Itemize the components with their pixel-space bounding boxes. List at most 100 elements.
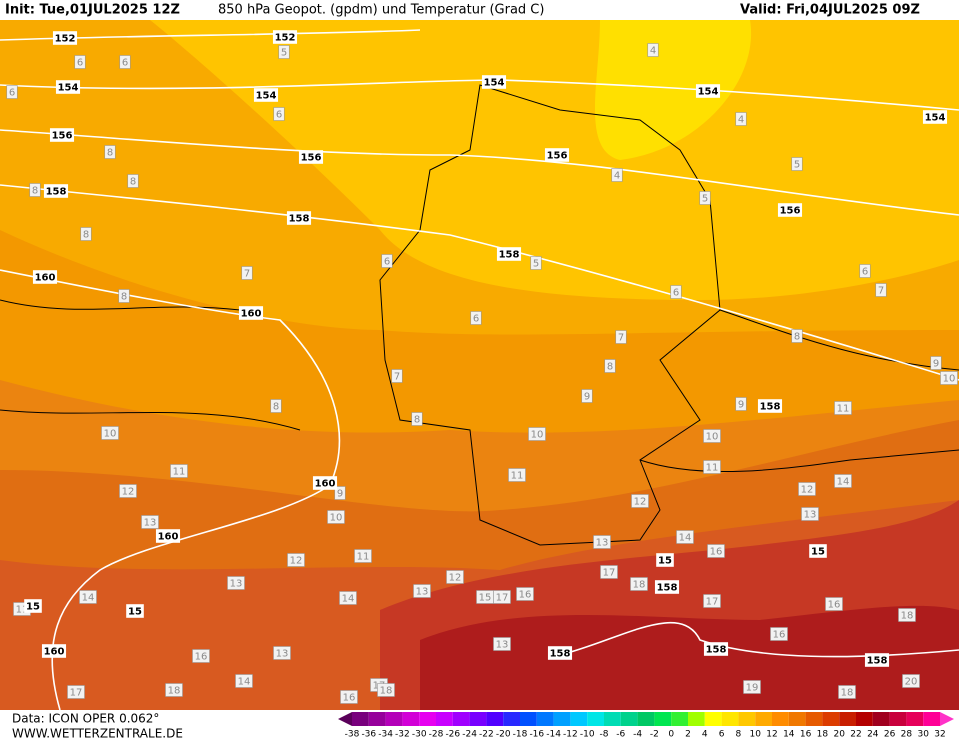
temperature-label: 11: [837, 404, 850, 415]
temperature-label: 5: [794, 160, 800, 171]
temperature-label-box: [825, 597, 843, 611]
geopotential-label-box: [32, 270, 58, 284]
temperature-label-box: [703, 460, 721, 474]
temperature-label-box: [493, 590, 511, 604]
temperature-label-box: [801, 507, 819, 521]
temperature-label: 9: [337, 489, 343, 500]
temperature-label-box: [600, 565, 618, 579]
temperature-label: 8: [414, 415, 420, 426]
colorbar-cell: [503, 712, 520, 726]
temperature-label: 14: [837, 477, 850, 488]
temperature-label: 17: [706, 597, 719, 608]
colorbar-cell: [704, 712, 722, 726]
colorbar-label: -10: [580, 730, 595, 740]
temperature-label-box: [104, 145, 116, 159]
geopotential-label: 156: [301, 153, 322, 164]
geopotential-label-box: [777, 203, 803, 217]
temperature-label-box: [273, 646, 291, 660]
temperature-label: 12: [634, 497, 647, 508]
geopotential-label-box: [272, 30, 298, 44]
temperature-label: 10: [330, 513, 343, 524]
temperature-label: 7: [878, 286, 884, 297]
temperature-label: 7: [618, 333, 624, 344]
temperature-label: 16: [519, 590, 532, 601]
geopotential-label: 160: [44, 647, 65, 658]
temperature-label-box: [354, 549, 372, 563]
colorbar-label: -34: [378, 730, 393, 740]
temperature-label-box: [798, 482, 816, 496]
temperature-label-box: [735, 112, 747, 126]
geopotential-label-box: [52, 31, 78, 45]
colorbar-label: 6: [719, 730, 725, 740]
map-title: 850 hPa Geopot. (gpdm) und Temperatur (G…: [218, 3, 544, 18]
temperature-label: 11: [16, 605, 29, 616]
temperature-label-box: [940, 371, 958, 385]
geopotential-label: 158: [289, 214, 310, 225]
temperature-label: 6: [673, 288, 679, 299]
temperature-label: 18: [901, 611, 914, 622]
temperature-label: 10: [943, 374, 956, 385]
geopotential-label-box: [481, 75, 507, 89]
temperature-label: 12: [290, 556, 303, 567]
temperature-label: 9: [584, 392, 590, 403]
colorbar-label: -38: [345, 730, 360, 740]
temperature-label: 18: [633, 580, 646, 591]
geopotential-label-box: [757, 399, 783, 413]
colorbar-cell: [436, 712, 453, 726]
colorbar-cell: [872, 712, 890, 726]
temp-field: [595, 20, 752, 160]
temperature-label: 15: [479, 593, 492, 604]
geopotential-label-box: [703, 642, 729, 656]
temperature-label-box: [508, 468, 526, 482]
temperature-label: 9: [933, 359, 939, 370]
temperature-label: 8: [83, 230, 89, 241]
temperature-label-box: [340, 690, 358, 704]
geopotential-label: 158: [867, 656, 888, 667]
isohypse: [0, 184, 959, 381]
temperature-label: 14: [679, 533, 692, 544]
temperature-label: 8: [794, 332, 800, 343]
temperature-label-box: [838, 685, 856, 699]
colorbar-cell: [402, 712, 420, 726]
temperature-label-box: [604, 359, 616, 373]
temperature-label-box: [630, 577, 648, 591]
geopotential-label: 154: [925, 113, 946, 124]
colorbar-cell: [906, 712, 924, 726]
temperature-label: 9: [738, 400, 744, 411]
temperature-label: 11: [706, 463, 719, 474]
colorbar-label: -36: [361, 730, 376, 740]
temperature-label: 18: [841, 688, 854, 699]
temperature-label: 6: [77, 58, 83, 69]
temperature-label: 11: [357, 552, 370, 563]
geopotential-label: 158: [46, 187, 67, 198]
colorbar-cell: [889, 712, 907, 726]
geopotential-label: 160: [315, 479, 336, 490]
temperature-label: 8: [32, 186, 38, 197]
temperature-label-box: [791, 157, 803, 171]
temperature-label-box: [80, 227, 92, 241]
temperature-label-box: [493, 637, 511, 651]
colorbar-arrow: [338, 712, 352, 726]
temperature-label: 7: [394, 372, 400, 383]
geopotential-label-box: [809, 544, 827, 558]
temperature-label-box: [334, 486, 346, 500]
colorbar-label: 24: [867, 730, 879, 740]
border: [379, 84, 721, 546]
geopotential-label: 156: [547, 151, 568, 162]
temperature-label: 8: [107, 148, 113, 159]
temperature-label-box: [278, 45, 290, 59]
temperature-label: 12: [801, 485, 814, 496]
colorbar-label: -12: [563, 730, 578, 740]
data-source: Data: ICON OPER 0.062°: [12, 712, 159, 726]
temperature-label-box: [735, 397, 747, 411]
geopotential-label: 15: [658, 556, 672, 567]
temperature-label: 13: [144, 518, 157, 529]
colorbar-label: 8: [736, 730, 742, 740]
temperature-label: 14: [342, 594, 355, 605]
temperature-label-box: [470, 311, 482, 325]
temperature-label: 17: [496, 593, 509, 604]
border: [0, 299, 959, 473]
temperature-label: 11: [173, 467, 186, 478]
valid-time: Valid: Fri,04JUL2025 09Z: [740, 3, 920, 18]
